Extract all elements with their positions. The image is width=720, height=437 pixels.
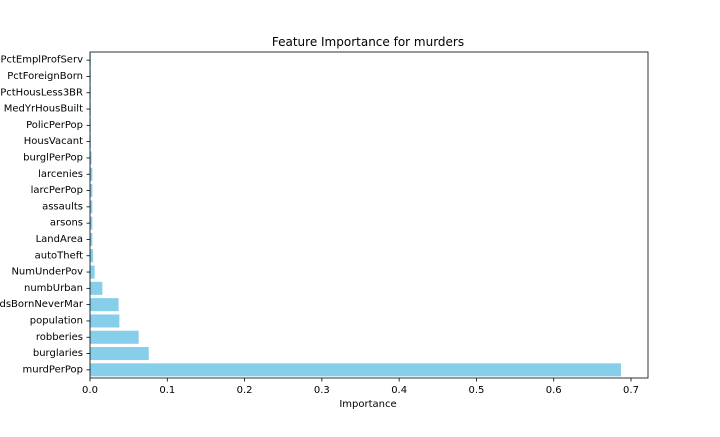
x-tick-label: 0.3	[314, 385, 330, 396]
bar-NumUnderPov	[90, 265, 95, 279]
bar-murdPerPop	[90, 363, 621, 377]
x-tick-label: 0.4	[391, 385, 407, 396]
bar-PctKidsBornNeverMar	[90, 298, 119, 312]
bar-population	[90, 314, 120, 328]
bar-larcPerPop	[90, 184, 93, 198]
bar-autoTheft	[90, 249, 94, 263]
x-tick-label: 0.7	[623, 385, 639, 396]
y-tick-label: HousVacant	[24, 136, 83, 147]
y-tick-label: LandArea	[36, 234, 83, 245]
x-tick-label: 0.5	[468, 385, 484, 396]
bar-burglaries	[90, 347, 149, 361]
x-ticks-group: 0.0 0.1 0.2 0.3 0.4 0.5 0.6 0.7	[82, 378, 639, 396]
bars-group	[90, 53, 621, 377]
y-tick-label: PctHousLess3BR	[0, 87, 83, 98]
bar-arsons	[90, 216, 93, 230]
bar-robberies	[90, 330, 139, 344]
y-tick-label: arsons	[50, 218, 83, 229]
y-tick-label: assaults	[42, 201, 83, 212]
y-tick-label: population	[30, 315, 83, 326]
y-tick-label: numbUrban	[24, 283, 83, 294]
y-tick-label: PctForeignBorn	[7, 71, 83, 82]
y-tick-label: burglaries	[33, 348, 83, 359]
y-tick-label: larcenies	[38, 169, 83, 180]
bar-larcenies	[90, 167, 93, 181]
y-tick-label: robberies	[36, 332, 83, 343]
bar-burglPerPop	[90, 151, 92, 165]
y-tick-label: murdPerPop	[23, 364, 83, 375]
bar-LandArea	[90, 232, 93, 246]
x-tick-label: 0.0	[82, 385, 98, 396]
x-tick-label: 0.6	[546, 385, 562, 396]
bar-assaults	[90, 200, 93, 214]
plot-frame	[89, 51, 649, 379]
y-tick-label: PctKidsBornNeverMar	[0, 299, 84, 310]
bar-numbUrban	[90, 281, 103, 295]
x-tick-label: 0.1	[159, 385, 175, 396]
y-tick-label: autoTheft	[35, 250, 83, 261]
x-axis-label: Importance	[339, 399, 396, 410]
y-tick-label: PolicPerPop	[26, 120, 83, 131]
y-tick-label: MedYrHousBuilt	[4, 104, 83, 115]
y-tick-label: NumUnderPov	[11, 267, 83, 278]
y-tick-label: larcPerPop	[31, 185, 83, 196]
chart-title: Feature Importance for murders	[272, 35, 464, 49]
y-ticks-group: murdPerPop burglaries robberies population P…	[0, 55, 90, 375]
y-tick-label: PctEmplProfServ	[0, 55, 83, 66]
x-tick-label: 0.2	[237, 385, 253, 396]
y-tick-label: burglPerPop	[23, 152, 83, 163]
